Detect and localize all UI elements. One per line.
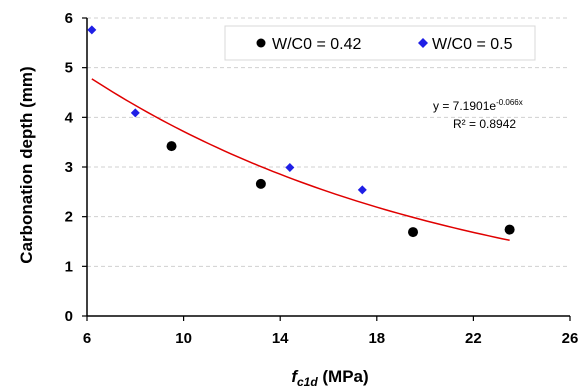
y-tick-label-2: 2 [65, 209, 73, 226]
legend-marker-diamond [418, 38, 428, 48]
point-s0-3 [504, 224, 515, 235]
point-s1-2 [285, 162, 295, 172]
axes [82, 17, 571, 321]
x-tick-label-6: 6 [83, 330, 91, 347]
point-s1-0 [87, 25, 97, 35]
y-tick-label-4: 4 [65, 109, 74, 126]
point-s0-2 [408, 227, 419, 238]
y-tick-label-3: 3 [65, 159, 73, 176]
grid-lines [87, 17, 570, 267]
tick-labels: 0 1 2 3 4 5 6 6 10 14 18 22 26 [65, 10, 579, 347]
x-tick-label-18: 18 [368, 330, 385, 347]
y-tick-label-0: 0 [65, 308, 73, 325]
y-tick-label-1: 1 [65, 258, 73, 275]
x-axis-label-sub: c1d [297, 375, 318, 388]
legend: W/C0 = 0.42 W/C0 = 0.5 [224, 25, 536, 61]
y-tick-label-6: 6 [65, 10, 73, 27]
trendline-curve [91, 78, 510, 242]
x-tick-label-10: 10 [175, 330, 192, 347]
y-tick-label-5: 5 [65, 60, 73, 77]
legend-label-1: W/C0 = 0.5 [432, 36, 513, 53]
point-s1-3 [357, 185, 367, 195]
r-squared-text: R² = 0.8942 [453, 117, 516, 131]
y-axis-label: Carbonation depth (mm) [17, 66, 36, 263]
point-s0-0 [166, 141, 177, 152]
point-s1-1 [130, 108, 140, 118]
legend-marker-circle [256, 38, 266, 48]
point-s0-1 [255, 178, 266, 189]
equation-exponent: -0.066x [496, 98, 523, 107]
data-points [87, 25, 515, 238]
x-axis-label-unit: (MPa) [318, 367, 369, 386]
x-tick-label-26: 26 [562, 330, 579, 347]
legend-box [224, 25, 536, 61]
equation-text: y = 7.1901e-0.066x [433, 98, 523, 113]
x-axis-label-main: f [291, 367, 299, 386]
x-tick-label-14: 14 [272, 330, 289, 347]
legend-label-0: W/C0 = 0.42 [272, 36, 361, 53]
x-axis-label: fc1d (MPa) [291, 367, 368, 388]
trendline-equation: y = 7.1901e-0.066x R² = 0.8942 [433, 98, 523, 131]
equation-prefix: y = 7.1901e [433, 99, 496, 113]
x-tick-label-22: 22 [465, 330, 482, 347]
